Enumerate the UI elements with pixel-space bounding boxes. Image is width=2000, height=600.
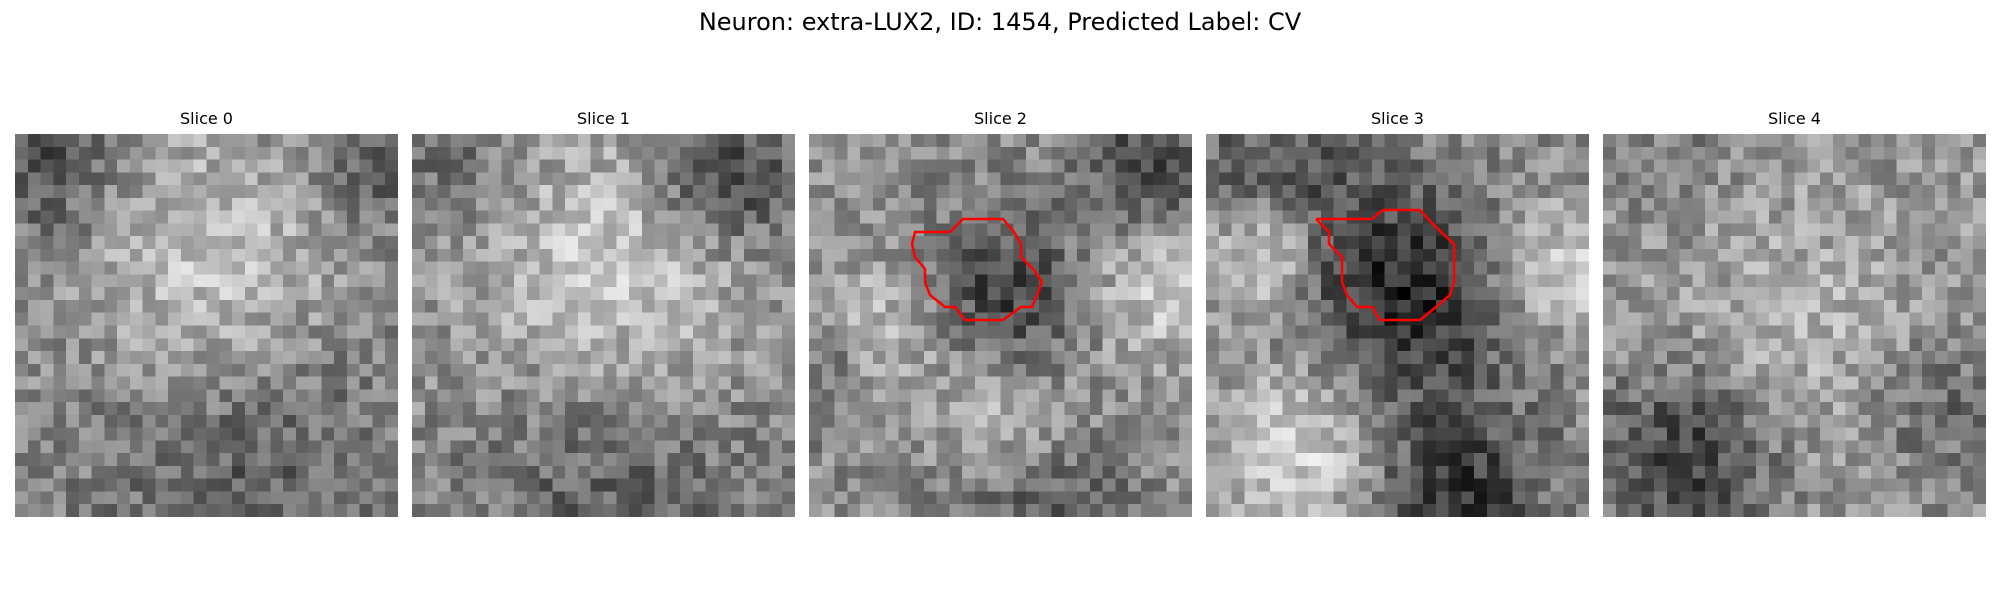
slice-panel-3: Slice 3 (1206, 108, 1589, 517)
slice-title: Slice 3 (1371, 109, 1424, 128)
slice-panel-4: Slice 4 (1603, 108, 1986, 517)
slice-panel-1: Slice 1 (412, 108, 795, 517)
slice-image (809, 134, 1192, 517)
slice-title: Slice 4 (1768, 109, 1821, 128)
slice-image (1603, 134, 1986, 517)
grayscale-patch (412, 134, 795, 517)
slice-image (1206, 134, 1589, 517)
cell-contour (1315, 208, 1456, 322)
slice-image (15, 134, 398, 517)
cell-contour (910, 217, 1044, 322)
slice-title: Slice 2 (974, 109, 1027, 128)
cell-contour-overlay (1315, 208, 1456, 322)
slice-panel-0: Slice 0 (15, 108, 398, 517)
grayscale-patch (1206, 134, 1589, 517)
grayscale-patch (15, 134, 398, 517)
slice-title: Slice 1 (577, 109, 630, 128)
slice-image (412, 134, 795, 517)
slice-title: Slice 0 (180, 109, 233, 128)
cell-contour-overlay (910, 217, 1044, 322)
slice-panel-2: Slice 2 (809, 108, 1192, 517)
figure-title: Neuron: extra-LUX2, ID: 1454, Predicted … (698, 8, 1302, 36)
grayscale-patch (1603, 134, 1986, 517)
grayscale-patch (809, 134, 1192, 517)
